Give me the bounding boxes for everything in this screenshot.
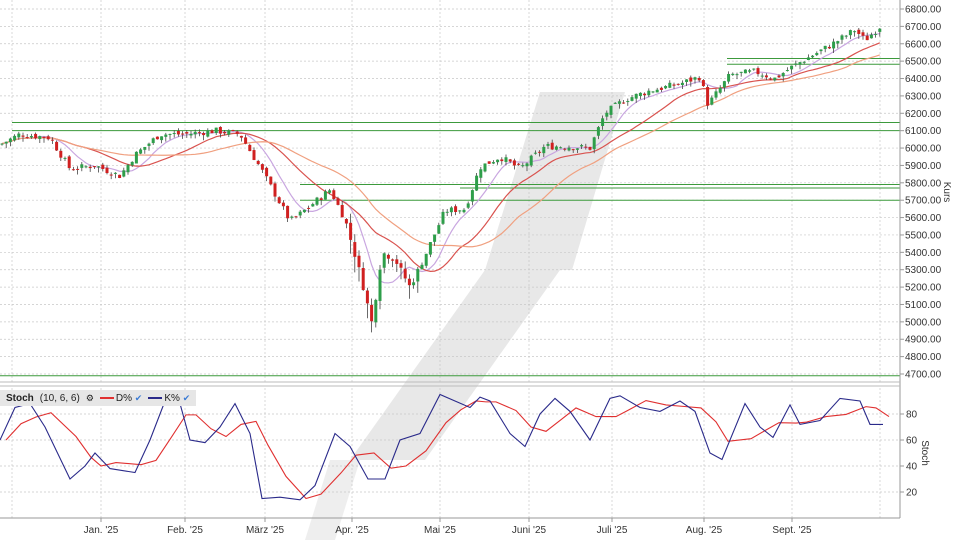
svg-text:Feb. '25: Feb. '25 xyxy=(167,525,203,536)
svg-text:5400.00: 5400.00 xyxy=(905,248,942,259)
check-icon[interactable]: ✔ xyxy=(182,392,191,403)
watermark-logo xyxy=(305,92,625,540)
svg-text:20: 20 xyxy=(906,488,918,499)
d-percent-legend[interactable]: D% ✔ xyxy=(99,392,143,404)
stochastic-lines xyxy=(0,393,890,501)
stoch-legend-params: (10, 6, 6) xyxy=(39,392,80,404)
svg-text:60: 60 xyxy=(906,436,918,447)
stoch-legend-title: Stoch xyxy=(6,392,34,404)
svg-text:5900.00: 5900.00 xyxy=(905,161,942,172)
svg-text:80: 80 xyxy=(906,410,918,421)
settings-icon[interactable]: ⚙ xyxy=(85,392,94,403)
svg-text:Kurs: Kurs xyxy=(941,182,952,203)
svg-text:6700.00: 6700.00 xyxy=(905,22,942,33)
svg-text:6000.00: 6000.00 xyxy=(905,144,942,155)
svg-text:6100.00: 6100.00 xyxy=(905,126,942,137)
svg-text:5300.00: 5300.00 xyxy=(905,265,942,276)
svg-text:Aug. '25: Aug. '25 xyxy=(686,525,723,536)
svg-text:6300.00: 6300.00 xyxy=(905,91,942,102)
moving-average-lines xyxy=(1,32,881,284)
grid-lines xyxy=(0,0,900,518)
svg-text:6400.00: 6400.00 xyxy=(905,74,942,85)
svg-text:5000.00: 5000.00 xyxy=(905,317,942,328)
svg-text:4900.00: 4900.00 xyxy=(905,335,942,346)
svg-text:5200.00: 5200.00 xyxy=(905,283,942,294)
svg-text:5700.00: 5700.00 xyxy=(905,196,942,207)
svg-text:Stoch: Stoch xyxy=(919,440,930,466)
check-icon[interactable]: ✔ xyxy=(134,392,143,403)
svg-text:6800.00: 6800.00 xyxy=(905,5,942,16)
svg-text:Juni '25: Juni '25 xyxy=(512,525,547,536)
svg-text:4800.00: 4800.00 xyxy=(905,352,942,363)
svg-text:Sept. '25: Sept. '25 xyxy=(772,525,812,536)
svg-text:6600.00: 6600.00 xyxy=(905,39,942,50)
svg-text:4700.00: 4700.00 xyxy=(905,370,942,381)
svg-text:6200.00: 6200.00 xyxy=(905,109,942,120)
svg-text:5100.00: 5100.00 xyxy=(905,300,942,311)
stoch-legend[interactable]: Stoch (10, 6, 6) ⚙ D% ✔ K% ✔ xyxy=(0,390,197,406)
svg-text:5600.00: 5600.00 xyxy=(905,213,942,224)
svg-text:März '25: März '25 xyxy=(246,525,284,536)
svg-text:Jan. '25: Jan. '25 xyxy=(84,525,119,536)
svg-text:Apr. '25: Apr. '25 xyxy=(335,525,369,536)
svg-text:5500.00: 5500.00 xyxy=(905,230,942,241)
svg-text:6500.00: 6500.00 xyxy=(905,57,942,68)
svg-text:Mai '25: Mai '25 xyxy=(424,525,456,536)
svg-text:5800.00: 5800.00 xyxy=(905,178,942,189)
svg-text:40: 40 xyxy=(906,462,918,473)
support-resistance-lines xyxy=(0,58,900,377)
candlesticks xyxy=(0,27,882,333)
svg-text:Juli '25: Juli '25 xyxy=(597,525,628,536)
k-percent-legend[interactable]: K% ✔ xyxy=(148,393,190,404)
